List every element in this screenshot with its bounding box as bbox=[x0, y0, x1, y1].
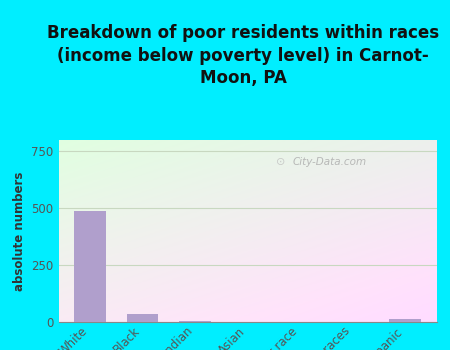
Bar bbox=[127, 314, 158, 322]
Bar bbox=[389, 318, 421, 322]
Y-axis label: absolute numbers: absolute numbers bbox=[13, 171, 26, 291]
Text: ⊙: ⊙ bbox=[276, 157, 285, 167]
Text: City-Data.com: City-Data.com bbox=[293, 157, 367, 167]
Text: Breakdown of poor residents within races
(income below poverty level) in Carnot-: Breakdown of poor residents within races… bbox=[47, 25, 439, 87]
Bar bbox=[74, 211, 106, 322]
Bar bbox=[179, 321, 211, 322]
